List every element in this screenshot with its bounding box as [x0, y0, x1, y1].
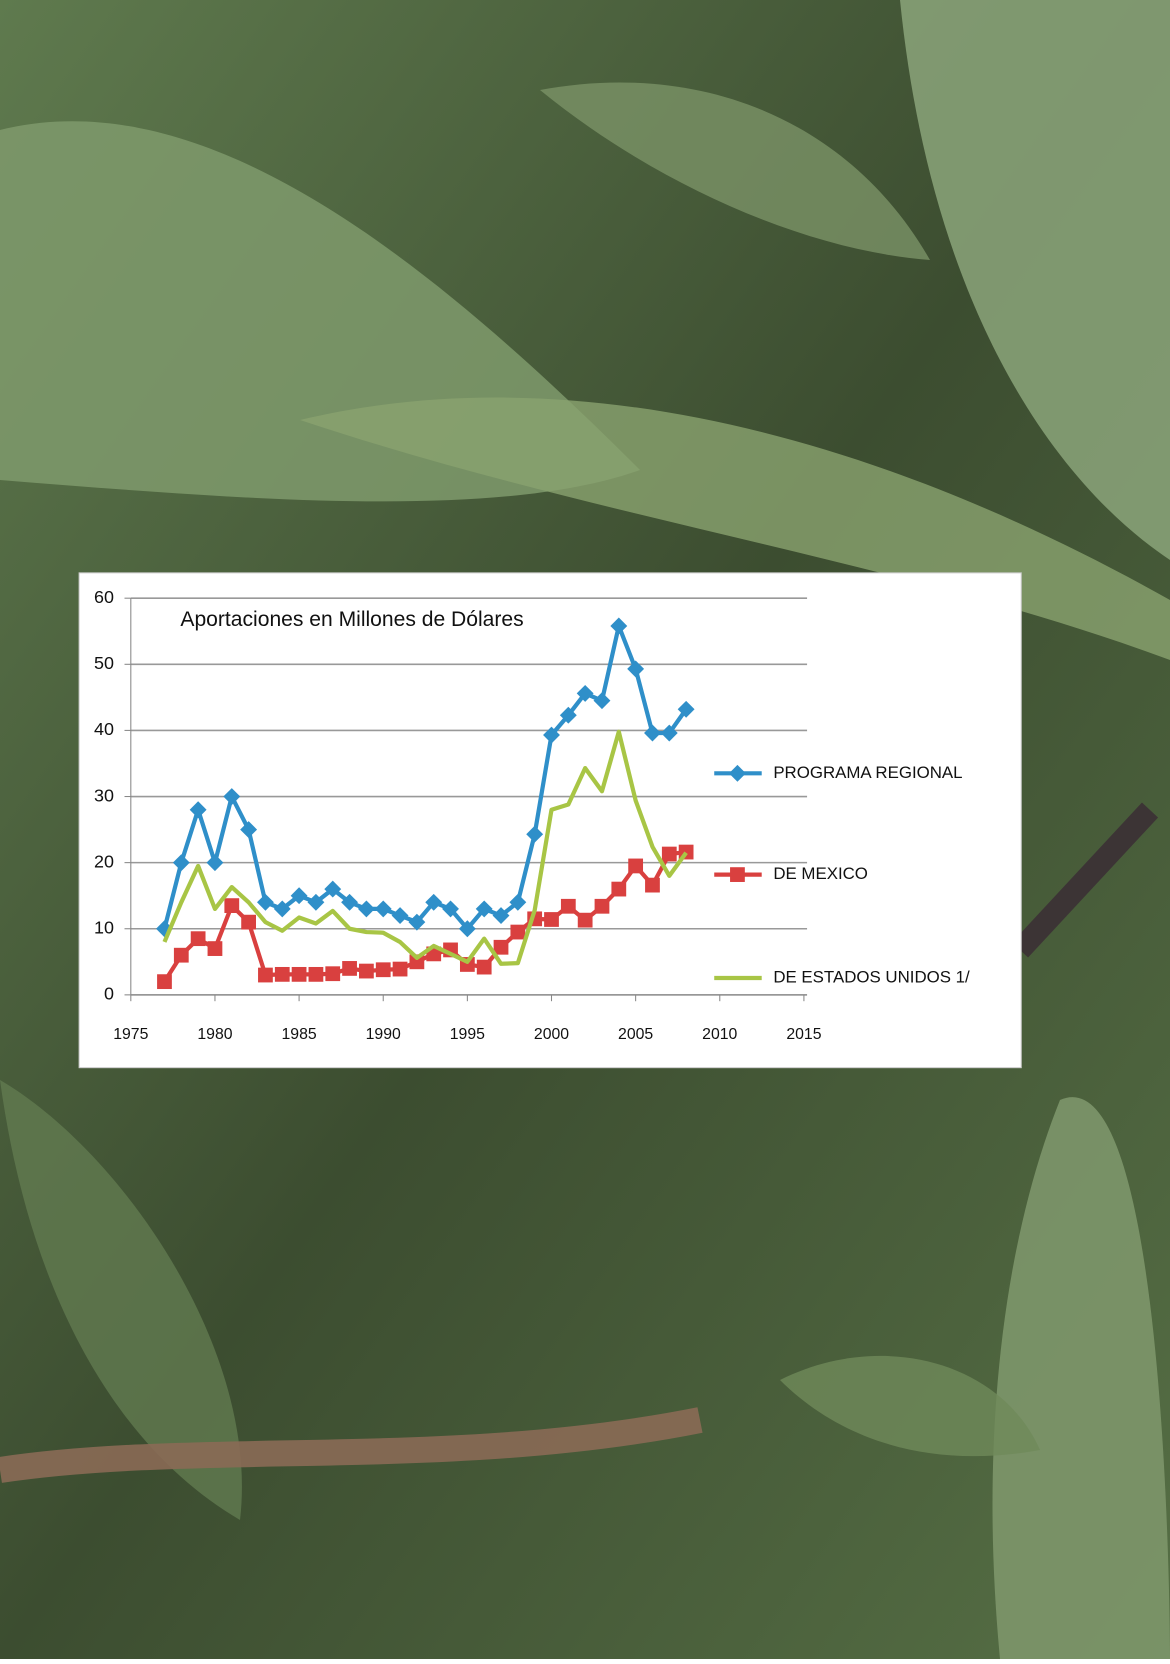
point-marker: [325, 966, 341, 982]
y-tick-label: 0: [104, 984, 114, 1004]
y-tick-label: 30: [94, 785, 114, 805]
point-marker: [560, 898, 576, 914]
point-marker: [476, 959, 492, 975]
point-marker: [458, 920, 476, 938]
x-tick-label: 2005: [618, 1026, 653, 1043]
point-marker: [241, 914, 256, 930]
y-tick-label: 40: [94, 719, 114, 739]
point-marker: [258, 967, 273, 983]
point-marker: [157, 974, 172, 990]
chart-title: Aportaciones en Millones de Dólares: [180, 608, 523, 631]
point-marker: [206, 854, 224, 872]
point-marker: [576, 684, 594, 702]
point-marker: [374, 900, 392, 918]
point-marker: [256, 893, 274, 911]
point-marker: [493, 939, 509, 955]
point-marker: [510, 924, 526, 940]
legend-label: PROGRAMA REGIONAL: [773, 763, 962, 782]
series-line: [162, 729, 688, 966]
point-marker: [492, 907, 510, 924]
y-tick-label: 10: [94, 917, 114, 937]
point-marker: [391, 907, 409, 924]
point-marker: [544, 912, 559, 927]
x-tick-label: 1995: [450, 1026, 485, 1043]
x-tick-label: 1975: [113, 1026, 148, 1043]
y-tick-label: 50: [94, 653, 114, 673]
point-marker: [173, 947, 189, 963]
point-marker: [273, 900, 291, 918]
point-marker: [324, 880, 342, 898]
point-marker: [359, 963, 374, 979]
point-marker: [661, 846, 677, 862]
point-marker: [627, 660, 645, 678]
point-marker: [341, 893, 359, 911]
legend-label: DE MEXICO: [773, 864, 868, 883]
legend-marker: [730, 867, 745, 882]
point-marker: [645, 877, 660, 893]
point-marker: [240, 821, 258, 839]
point-marker: [425, 893, 443, 911]
x-tick-label: 2000: [534, 1026, 569, 1043]
point-marker: [442, 900, 459, 918]
point-marker: [559, 706, 577, 724]
point-marker: [291, 966, 307, 982]
x-tick-label: 1985: [281, 1026, 316, 1043]
x-tick-label: 2010: [702, 1026, 737, 1043]
point-marker: [375, 962, 391, 978]
point-marker: [392, 961, 408, 977]
point-marker: [308, 966, 324, 982]
point-marker: [307, 893, 325, 911]
legend-label: DE ESTADOS UNIDOS 1/: [773, 967, 970, 986]
chart-group: Aportaciones en Millones de Dólares 0 10 2…: [78, 572, 1022, 1069]
legend-marker: [729, 764, 746, 782]
point-marker: [207, 941, 223, 956]
point-marker: [274, 966, 290, 982]
point-marker: [172, 854, 190, 872]
y-tick-label: 60: [94, 587, 114, 607]
point-marker: [224, 898, 240, 913]
point-marker: [342, 961, 357, 976]
point-marker: [543, 726, 560, 744]
point-marker: [628, 858, 644, 874]
point-marker: [577, 912, 593, 928]
point-marker: [409, 954, 425, 970]
x-tick-label: 1990: [366, 1026, 401, 1043]
point-marker: [408, 913, 426, 931]
y-tick-label: 20: [94, 851, 114, 871]
point-marker: [475, 900, 493, 918]
point-marker: [357, 900, 375, 918]
point-marker: [290, 887, 308, 905]
point-marker: [611, 881, 627, 897]
point-marker: [594, 898, 610, 914]
point-marker: [190, 931, 206, 947]
x-tick-label: 2015: [786, 1026, 821, 1043]
x-tick-label: 1980: [197, 1026, 232, 1043]
